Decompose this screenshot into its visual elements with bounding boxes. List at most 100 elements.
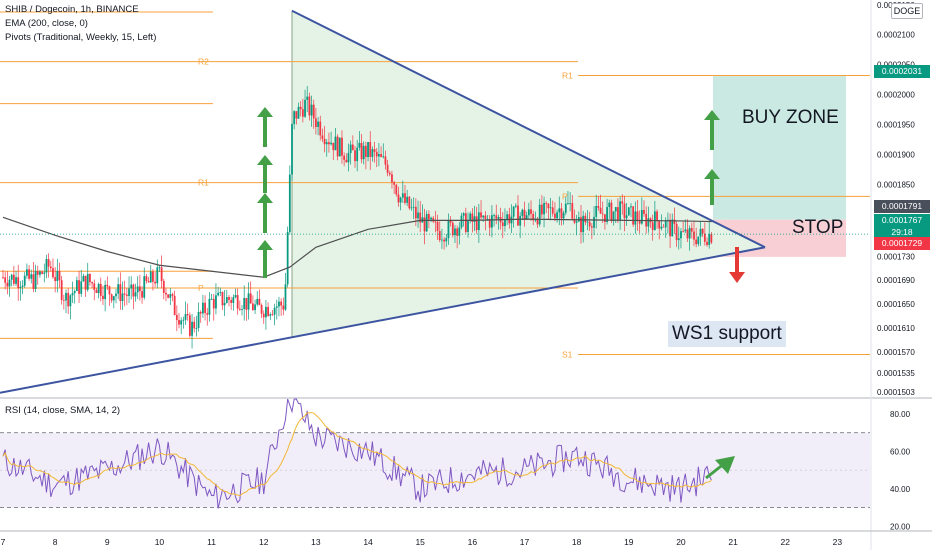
candle-body bbox=[206, 313, 209, 315]
candle-body bbox=[86, 273, 89, 290]
candle-body bbox=[291, 124, 293, 175]
candle-body bbox=[256, 298, 259, 305]
candle-body bbox=[514, 205, 517, 207]
candle-body bbox=[84, 275, 87, 290]
candle-body bbox=[43, 272, 46, 274]
time-tick-label: 16 bbox=[468, 537, 478, 547]
candle-body bbox=[575, 221, 578, 223]
bar-countdown: 29:18 bbox=[891, 227, 913, 237]
candle-body bbox=[138, 286, 141, 292]
candle-body bbox=[223, 302, 226, 306]
rsi-tick-label: 40.00 bbox=[890, 485, 911, 494]
symbol-legend: SHIB / Dogecoin, 1h, BINANCE bbox=[5, 4, 139, 15]
candle-body bbox=[317, 121, 319, 127]
candle-body bbox=[603, 214, 606, 223]
candle-body bbox=[67, 292, 70, 307]
candle-body bbox=[475, 216, 478, 231]
candle-body bbox=[362, 145, 365, 160]
time-tick-label: 20 bbox=[676, 537, 686, 547]
candle-body bbox=[262, 313, 265, 318]
candle-body bbox=[175, 314, 178, 320]
candle-body bbox=[238, 308, 241, 310]
candle-body bbox=[397, 194, 400, 203]
candle-body bbox=[332, 142, 335, 151]
candle-body bbox=[195, 327, 198, 329]
candle-body bbox=[684, 229, 687, 232]
candle-body bbox=[6, 282, 9, 287]
candle-body bbox=[132, 284, 135, 297]
candle-body bbox=[62, 299, 65, 301]
candle-body bbox=[282, 305, 285, 310]
candle-body bbox=[395, 184, 398, 195]
up-arrow-4-head bbox=[257, 107, 273, 117]
candle-body bbox=[358, 142, 361, 148]
candle-body bbox=[232, 297, 235, 303]
candle-body bbox=[119, 284, 122, 302]
candle-body bbox=[167, 294, 170, 298]
candle-body bbox=[627, 207, 630, 216]
candle-body bbox=[182, 319, 185, 321]
candle-body bbox=[36, 270, 39, 275]
candle-body bbox=[23, 275, 26, 286]
rsi-legend: RSI (14, close, SMA, 14, 2) bbox=[5, 405, 121, 416]
candle-body bbox=[482, 215, 485, 218]
candle-body bbox=[186, 314, 189, 316]
time-tick-label: 21 bbox=[728, 537, 738, 547]
candle-body bbox=[493, 215, 495, 217]
candle-body bbox=[436, 221, 439, 231]
candle-body bbox=[408, 196, 411, 209]
candle-body bbox=[621, 201, 624, 204]
candle-body bbox=[125, 294, 128, 296]
buy-zone-box bbox=[713, 76, 846, 220]
candle-body bbox=[304, 99, 306, 117]
candle-body bbox=[343, 155, 346, 160]
candle-body bbox=[549, 207, 552, 209]
candle-body bbox=[245, 297, 248, 310]
price-tick-label: 0.0002100 bbox=[877, 31, 915, 40]
candle-body bbox=[306, 96, 309, 100]
up-arrow-1-head bbox=[257, 240, 273, 250]
candle-body bbox=[706, 241, 708, 245]
price-tick-label: 0.0001730 bbox=[877, 252, 915, 261]
candle-body bbox=[147, 281, 150, 283]
candle-body bbox=[165, 292, 167, 295]
candle-body bbox=[251, 303, 254, 311]
candle-body bbox=[241, 309, 243, 310]
candle-body bbox=[91, 282, 93, 284]
candle-body bbox=[271, 314, 274, 316]
stop-zone-label: STOP bbox=[792, 217, 844, 238]
candle-body bbox=[386, 164, 389, 173]
candle-body bbox=[458, 227, 461, 236]
triangle-upper-line bbox=[291, 9, 766, 249]
candle-body bbox=[32, 274, 35, 289]
candle-body bbox=[675, 223, 678, 241]
candle-body bbox=[527, 209, 530, 216]
candle-body bbox=[49, 266, 52, 269]
candle-body bbox=[662, 226, 665, 228]
candle-body bbox=[582, 215, 585, 233]
up-arrow-2-head bbox=[257, 193, 273, 203]
candle-body bbox=[688, 228, 691, 239]
candle-body bbox=[614, 207, 617, 212]
candle-body bbox=[345, 159, 348, 163]
candle-body bbox=[247, 293, 250, 310]
candle-body bbox=[191, 321, 193, 336]
candle-body bbox=[425, 213, 428, 232]
candle-body bbox=[427, 213, 430, 220]
price-tick-label: 0.0001650 bbox=[877, 300, 915, 309]
candle-body bbox=[497, 217, 500, 219]
candle-body bbox=[310, 104, 313, 116]
candle-body bbox=[80, 281, 83, 294]
candle-body bbox=[464, 213, 467, 232]
candle-body bbox=[438, 230, 441, 241]
candle-body bbox=[102, 295, 104, 300]
candle-body bbox=[212, 298, 215, 309]
candle-body bbox=[19, 286, 22, 289]
candle-body bbox=[54, 277, 57, 282]
candle-body bbox=[375, 151, 378, 157]
candle-body bbox=[208, 298, 211, 315]
symbol-badge[interactable]: DOGE bbox=[891, 3, 923, 19]
candle-body bbox=[34, 270, 37, 289]
price-tick-label: 0.0001900 bbox=[877, 150, 915, 159]
candle-body bbox=[690, 228, 693, 232]
